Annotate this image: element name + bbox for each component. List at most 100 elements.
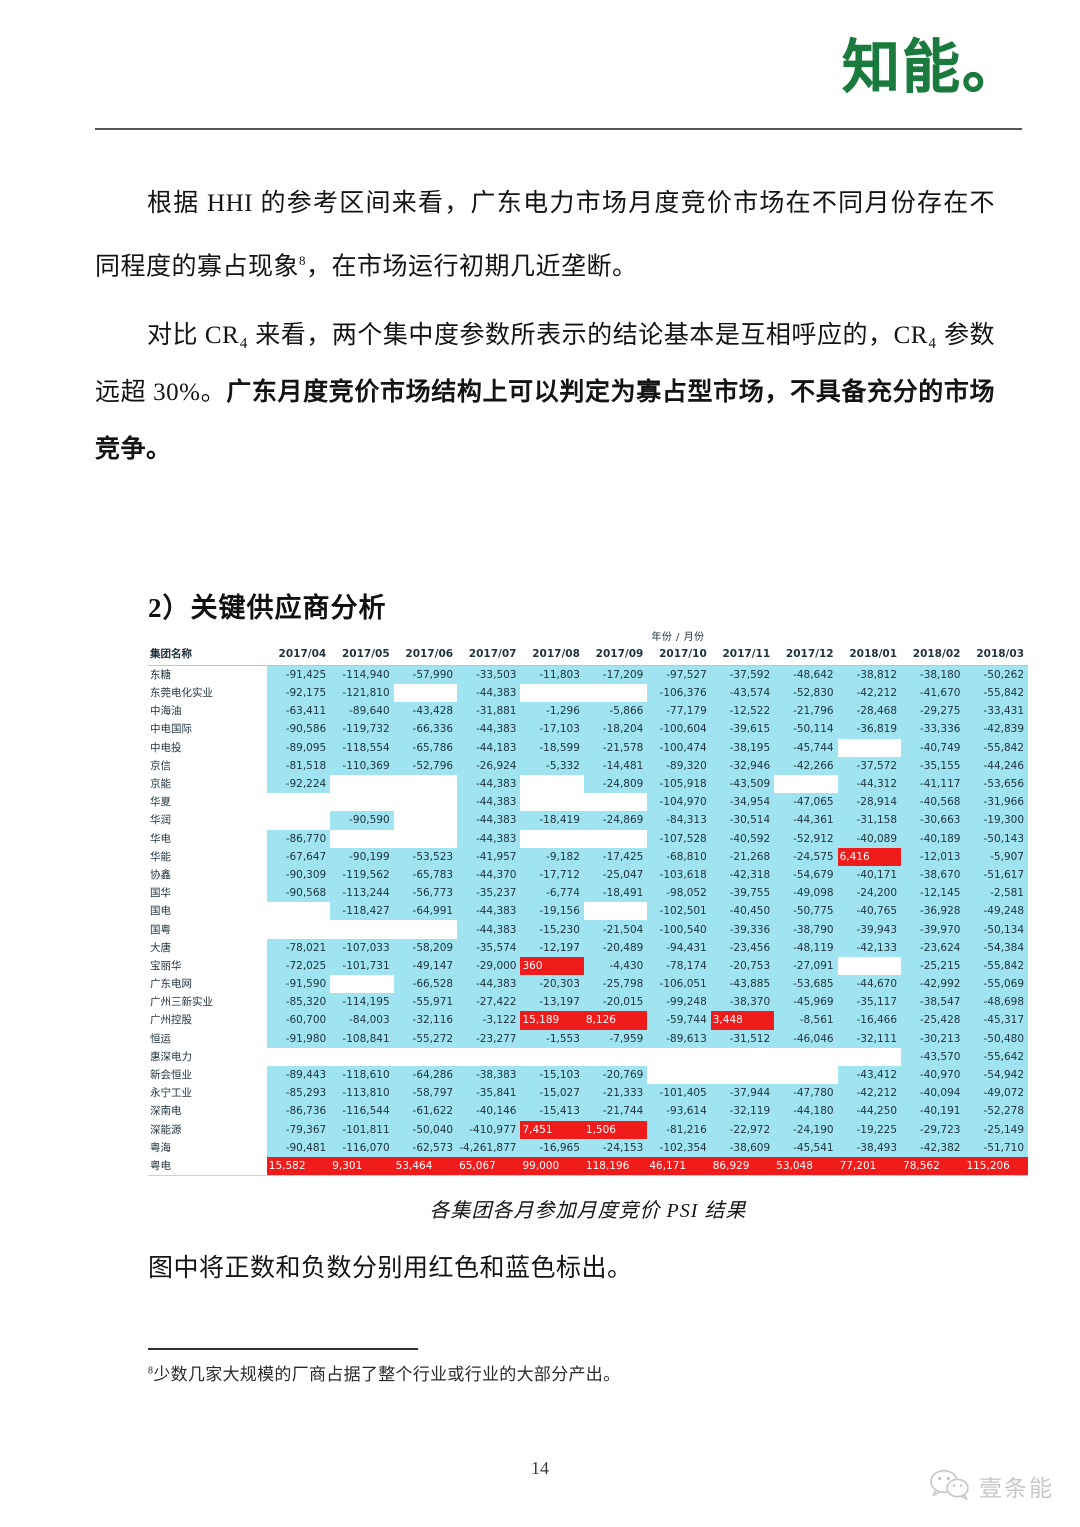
cell: -68,810 [647, 847, 711, 866]
cell: -38,493 [837, 1138, 902, 1157]
row-header-华润: 华润 [148, 811, 267, 830]
cell: -44,312 [837, 774, 902, 794]
footnote-marker: 8 [148, 1365, 154, 1377]
cell: -118,610 [330, 1065, 394, 1085]
cell: -40,089 [837, 829, 902, 848]
cell: 118,196 [583, 1156, 648, 1176]
footnote-text: 8少数几家大规模的厂商占据了整个行业或行业的大部分产出。 [148, 1360, 908, 1385]
cell: -55,971 [393, 993, 458, 1012]
cell: -118,554 [330, 738, 394, 757]
paragraph-2: 对比 CR₄ 来看，两个集中度参数所表示的结论基本是互相呼应的，CR₄ 参数远超… [95, 322, 995, 464]
cell: -3,122 [457, 1011, 521, 1030]
cell: -90,481 [266, 1138, 331, 1157]
section-title: 2）关键供应商分析 [148, 593, 387, 623]
table-row: 协鑫 -90,309 -119,562 -65,783 -44,370 -17,712 -2… [148, 865, 1028, 885]
cell: -43,412 [837, 1065, 902, 1085]
cell: -20,769 [583, 1065, 648, 1085]
cell: -6,774 [520, 884, 584, 903]
table-row: 恒运 -91,980 -108,841 -55,272 -23,277 -1,553 -7,… [148, 1029, 1028, 1048]
cell: -40,970 [901, 1065, 965, 1085]
cell: -40,094 [901, 1084, 965, 1103]
cell: -28,914 [837, 793, 902, 812]
cell: -44,670 [837, 975, 902, 994]
column-header-2017-05: 2017/05 [330, 645, 394, 666]
cell: -52,278 [964, 1102, 1028, 1121]
cell [583, 684, 648, 703]
row-header-东莞电化实业: 东莞电化实业 [148, 684, 267, 703]
cell: -38,609 [710, 1138, 775, 1157]
cell: -21,268 [710, 847, 775, 866]
cell: -55,272 [393, 1029, 458, 1048]
cell: -30,213 [901, 1029, 965, 1048]
cell: -24,575 [774, 847, 838, 866]
cell: -11,803 [520, 665, 584, 684]
cell: -42,212 [837, 684, 902, 703]
cell: -44,383 [457, 684, 521, 703]
cell: -18,599 [520, 738, 584, 757]
cell: -16,965 [520, 1138, 584, 1157]
row-header-京能: 京能 [148, 774, 267, 794]
cell: -63,411 [266, 702, 331, 721]
cell [266, 902, 331, 921]
cell: 6,416 [837, 847, 902, 866]
watermark: 壹条能 [930, 1469, 1054, 1503]
cell: -42,266 [774, 756, 838, 775]
header-divider [95, 128, 1022, 130]
cell: -81,216 [647, 1120, 711, 1139]
cell: -38,195 [710, 738, 775, 757]
cell: 53,464 [393, 1156, 458, 1176]
cell [330, 1047, 394, 1066]
cell: -40,171 [837, 865, 902, 885]
cell: -41,670 [901, 684, 965, 703]
table-row: 惠深电力 -43,570 -55,642 [148, 1047, 1028, 1066]
cell: -26,924 [457, 756, 521, 775]
cell: -39,943 [837, 920, 902, 939]
cell: -31,881 [457, 702, 521, 721]
brand-logo: 知能。 [841, 33, 1022, 101]
cell: -38,383 [457, 1065, 521, 1085]
column-header-2017-12: 2017/12 [774, 645, 838, 666]
cell: -41,117 [901, 774, 965, 794]
cell [330, 793, 394, 812]
cell: -89,613 [647, 1029, 711, 1048]
cell [774, 1047, 838, 1066]
cell: -65,786 [393, 738, 458, 757]
cell: -24,809 [583, 774, 648, 794]
cell: -41,957 [457, 847, 521, 866]
row-header-中电投: 中电投 [148, 738, 267, 757]
cell: -52,912 [774, 829, 838, 848]
cell: 360 [520, 956, 584, 975]
footnote-divider [148, 1348, 418, 1350]
cell: -44,383 [457, 811, 521, 830]
cell: -42,133 [837, 938, 902, 957]
cell: -29,000 [457, 956, 521, 975]
cell: -35,574 [457, 938, 521, 957]
cell: 78,562 [901, 1156, 965, 1176]
table-row: 华夏 -44,383 -104,970 -34,954 -47,065 -28,914… [148, 793, 1028, 812]
cell: -44,383 [457, 902, 521, 921]
cell: -23,277 [457, 1029, 521, 1048]
cell: -40,592 [710, 829, 775, 848]
cell: -101,731 [330, 956, 394, 975]
row-header-东糖: 东糖 [148, 665, 267, 684]
cell: -1,553 [520, 1029, 584, 1048]
cell: 8,126 [583, 1011, 648, 1030]
table-row: 国华 -90,568 -113,244 -56,773 -35,237 -6,774 -18… [148, 884, 1028, 903]
cell [330, 975, 394, 994]
cell: -39,755 [710, 884, 775, 903]
cell [583, 902, 648, 921]
cell: -39,615 [710, 720, 775, 739]
cell: -43,509 [710, 774, 775, 794]
cell: -90,586 [266, 720, 331, 739]
cell: -50,114 [774, 720, 838, 739]
cell [266, 793, 331, 812]
cell [266, 1047, 331, 1066]
row-header-中电国际: 中电国际 [148, 720, 267, 739]
table-row: 东糖 -91,425 -114,940 -57,990 -33,503 -11,803 -1… [148, 665, 1028, 684]
cell: -20,489 [583, 938, 648, 957]
cell: 77,201 [837, 1156, 902, 1176]
cell: 86,929 [710, 1156, 775, 1176]
cell: -53,656 [964, 774, 1028, 794]
cell: -55,842 [964, 738, 1028, 757]
cell: -410,977 [457, 1120, 521, 1139]
